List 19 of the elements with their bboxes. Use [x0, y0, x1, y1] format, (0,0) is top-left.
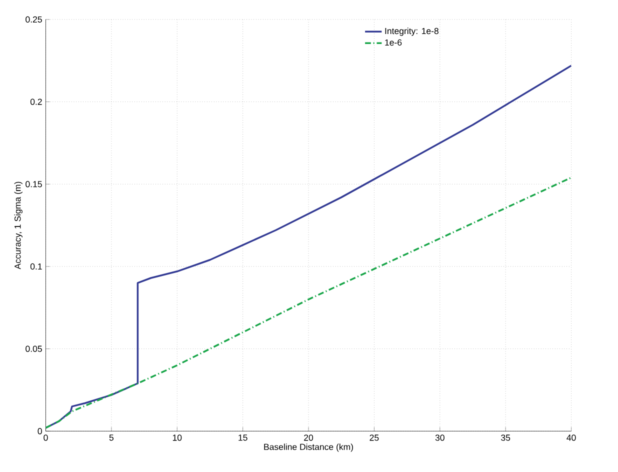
- x-axis-title: Baseline Distance (km): [264, 444, 353, 452]
- y-tick-label: 0: [38, 428, 42, 434]
- x-tick-label: 35: [501, 434, 510, 441]
- x-tick-label: 30: [435, 434, 444, 441]
- y-tick-label: 0.25: [26, 16, 42, 23]
- y-tick-label: 0.05: [26, 346, 42, 352]
- y-tick-label: 0.2: [30, 98, 42, 105]
- x-tick-label: 5: [109, 434, 114, 441]
- x-tick-label: 10: [172, 434, 182, 441]
- y-axis-title: Accuracy, 1 Sigma (m): [14, 182, 22, 270]
- y-tick-label: 0.15: [26, 181, 42, 188]
- legend-label: 1e-6: [385, 39, 402, 46]
- legend-label: Integrity: 1e-8: [385, 28, 438, 36]
- x-tick-label: 20: [304, 434, 314, 441]
- y-tick-label: 0.1: [30, 263, 42, 270]
- x-tick-label: 0: [44, 434, 48, 441]
- x-tick-label: 25: [370, 434, 379, 441]
- x-tick-label: 40: [566, 434, 576, 441]
- x-tick-label: 15: [238, 434, 248, 441]
